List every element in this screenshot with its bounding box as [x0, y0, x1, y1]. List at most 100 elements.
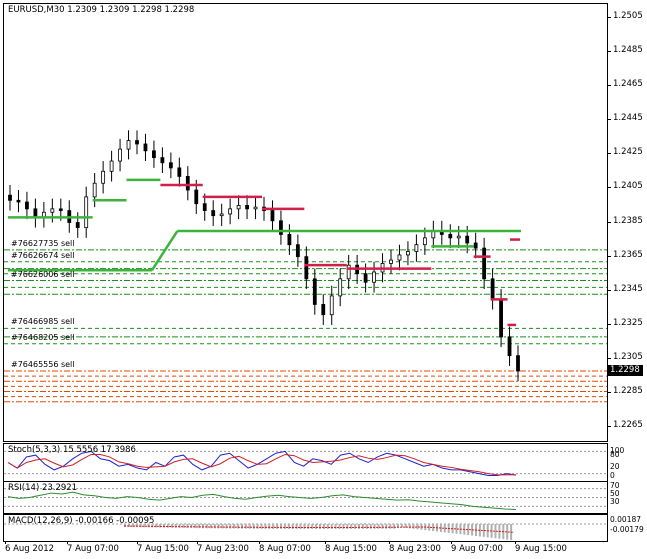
stoch-tick-label: 20	[610, 462, 620, 471]
stoch-tick-label: 100	[610, 446, 625, 455]
price-axis: 1.2505 1.2485 1.2465 1.2445 1.2425 1.2405 1.23…	[607, 3, 647, 541]
price-tick-mark	[607, 119, 611, 121]
macd-histogram-bar	[381, 524, 384, 529]
macd-histogram-bar	[373, 524, 376, 529]
macd-histogram-bar	[311, 524, 314, 529]
macd-tick-label: 0.00187	[610, 515, 642, 524]
macd-histogram-bar	[143, 524, 146, 528]
macd-histogram-bar	[346, 524, 349, 529]
candle-body	[507, 336, 512, 357]
stoch-signal-line	[7, 453, 517, 476]
stoch-tick-label: 80	[610, 450, 620, 459]
candle-body	[363, 273, 368, 283]
order-label: #76465556 sell	[11, 360, 75, 369]
candle-body	[185, 176, 190, 191]
candle-body	[321, 304, 326, 316]
order-label: #76627735 sell	[11, 238, 75, 248]
candle-body	[160, 157, 165, 164]
macd-histogram-bar	[174, 524, 177, 528]
candle-body	[58, 208, 63, 211]
channel-line	[150, 230, 179, 271]
macd-histogram-bar	[408, 524, 411, 529]
price-tick-label: 1.2365	[613, 249, 643, 260]
price-tick-label: 1.2285	[613, 386, 643, 397]
macd-histogram-bar	[237, 524, 240, 529]
price-tick-mark	[607, 187, 611, 189]
price-plot	[4, 130, 607, 403]
stoch-main-line	[7, 450, 517, 476]
candle-body	[25, 201, 29, 210]
macd-histogram-bar	[303, 524, 306, 529]
macd-histogram-bar	[190, 524, 193, 529]
time-tick-mark	[389, 541, 390, 544]
candle-body	[346, 264, 351, 280]
candle-body	[448, 234, 453, 239]
macd-histogram-bar	[322, 524, 325, 529]
candle-body	[245, 205, 249, 210]
candle-body	[456, 235, 461, 239]
macd-histogram-bar	[198, 524, 201, 529]
macd-histogram-bar	[159, 524, 162, 528]
macd-histogram-bar	[428, 524, 431, 531]
price-tick-mark	[607, 50, 611, 52]
macd-histogram-bar	[205, 524, 208, 529]
price-tick-mark	[607, 426, 611, 428]
macd-histogram-bar	[147, 524, 150, 528]
stoch-tick-label: 0	[610, 471, 615, 480]
macd-histogram-bar	[276, 524, 279, 529]
candle-body	[482, 247, 487, 280]
candle-body	[499, 298, 503, 338]
time-tick-mark	[67, 541, 68, 544]
macd-histogram-bar	[482, 524, 485, 537]
macd-histogram-bar	[354, 524, 357, 529]
macd-histogram-bar	[264, 524, 267, 529]
price-tick-label: 1.2405	[613, 181, 643, 192]
macd-histogram-bar	[280, 524, 282, 529]
rsi-tick-label: 30	[610, 497, 620, 506]
candle-body	[372, 271, 376, 283]
macd-histogram-bar	[155, 524, 158, 528]
candle-body	[135, 140, 139, 145]
macd-histogram-bar	[229, 524, 232, 529]
chart-title: EURUSD,M30 1.2309 1.2309 1.2298 1.2298	[8, 5, 194, 15]
candle-body	[194, 189, 199, 205]
macd-pane[interactable]: MACD(12,26,9) -0.00166 -0.00095	[3, 514, 608, 542]
candle-body	[202, 203, 207, 211]
stochastic-plot	[4, 450, 607, 476]
candle-body	[270, 210, 275, 222]
macd-histogram-bar	[217, 524, 220, 529]
macd-histogram-bar	[330, 524, 333, 529]
macd-histogram-bar	[209, 524, 212, 529]
order-label: #76466985 sell	[11, 317, 75, 327]
rsi-pane[interactable]: RSI(14) 23.2921	[3, 481, 608, 514]
price-chart-pane[interactable]: EURUSD,M30 1.2309 1.2309 1.2298 1.2298 #…	[3, 3, 608, 442]
candle-body	[490, 278, 495, 300]
candle-body	[84, 196, 89, 229]
time-tick-mark	[515, 541, 516, 544]
macd-histogram-bar	[135, 524, 138, 528]
macd-histogram-bar	[244, 524, 247, 529]
time-tick-label: 9 Aug 15:00	[515, 544, 567, 554]
time-axis: 6 Aug 2012 7 Aug 07:00 7 Aug 15:00 7 Aug 23…	[3, 541, 607, 559]
macd-histogram-bar	[233, 524, 236, 529]
macd-histogram-bar	[124, 524, 126, 527]
macd-histogram-bar	[412, 524, 415, 529]
price-tick-mark	[607, 221, 611, 223]
stochastic-pane[interactable]: Stoch(5,3,3) 15.5556 17.3986	[3, 443, 608, 482]
macd-histogram-bar	[494, 524, 497, 539]
candle-body	[177, 167, 182, 177]
candle-body	[279, 220, 283, 235]
macd-histogram-bar	[248, 524, 251, 529]
candle-body	[33, 208, 38, 218]
rsi-tick-label: 70	[610, 481, 620, 490]
rsi-line	[7, 491, 517, 510]
rsi-title: RSI(14) 23.2921	[8, 483, 78, 493]
macd-histogram-bar	[252, 524, 255, 529]
macd-histogram-bar	[393, 524, 396, 529]
order-label: #76626674 sell	[11, 250, 75, 260]
macd-histogram-bar	[127, 524, 130, 528]
macd-histogram-bar	[400, 524, 403, 528]
candle-body	[118, 148, 122, 162]
time-tick-label: 8 Aug 23:00	[389, 544, 441, 554]
macd-histogram-bar	[369, 524, 372, 529]
